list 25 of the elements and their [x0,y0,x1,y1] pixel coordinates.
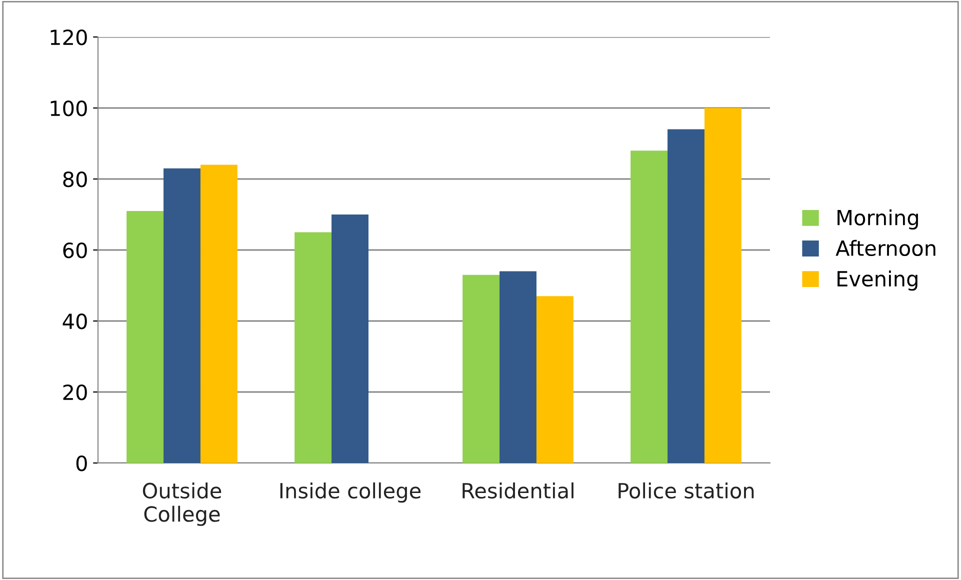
legend-label: Afternoon [836,240,936,256]
bar [668,129,704,463]
x-tick-label: Police station [618,482,754,499]
bar [704,108,742,463]
bar [332,214,368,463]
y-tick-label: 0 [76,455,87,472]
y-tick-label: 100 [50,100,87,116]
x-tick-label: Inside college [280,482,421,503]
bar [500,271,536,463]
y-tick-label: 60 [63,242,87,258]
y-tick-label: 40 [62,313,87,330]
legend-label: Morning [838,209,918,230]
x-tick-label: Outside College [142,482,222,526]
bar [536,296,574,463]
bar [630,150,668,463]
bar [164,168,200,463]
y-tick-label: 80 [63,171,87,188]
x-tick-label: Residential [462,482,574,499]
legend-label: Evening [838,270,918,291]
bar [294,232,332,463]
bar [200,164,238,463]
y-tick-label: 20 [63,384,87,400]
bar [462,274,500,463]
bar [126,210,164,463]
y-tick-label: 120 [50,29,87,46]
